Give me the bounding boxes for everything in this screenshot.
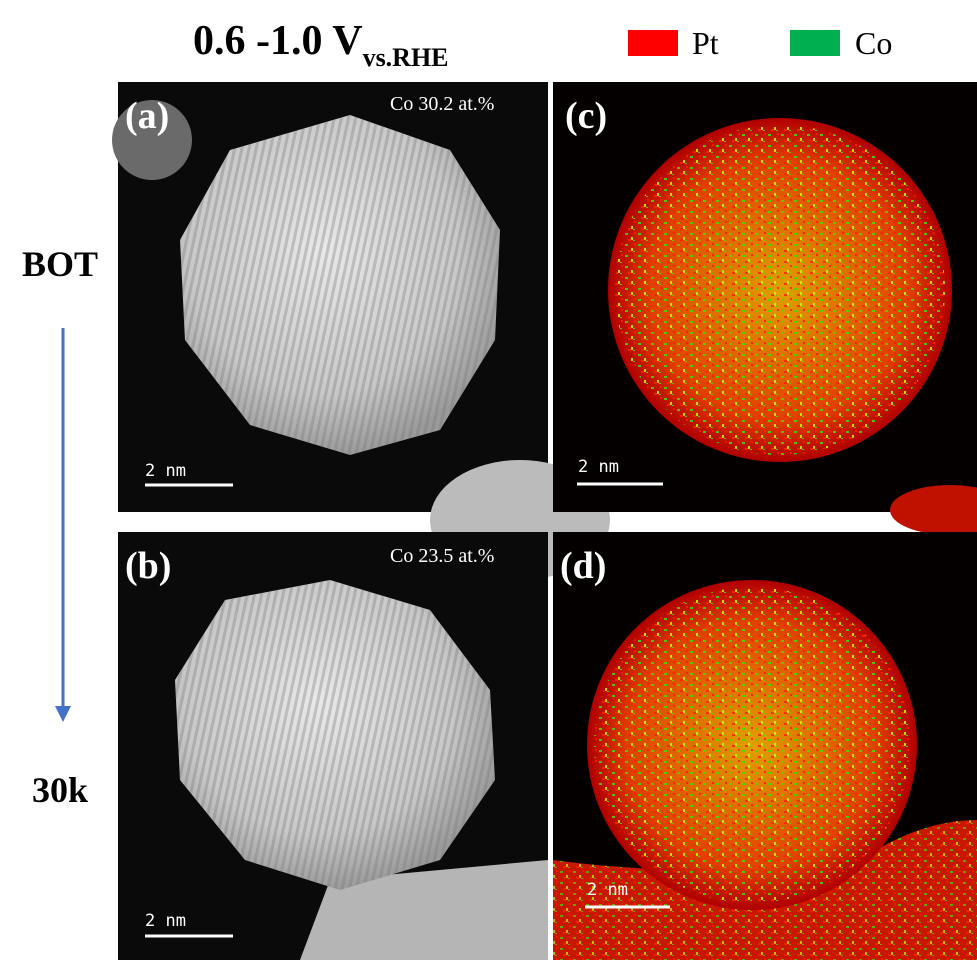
row-label: 30k	[32, 770, 88, 810]
panel: (b) Co 23.5 at.% 2 nm	[118, 532, 548, 960]
panel-label: (a)	[125, 95, 169, 137]
panel-label: (c)	[565, 95, 607, 137]
composition: Co 30.2 at.%	[390, 93, 494, 115]
scale-label: 2 nm	[145, 461, 186, 481]
title: 0.6 -1.0 Vvs.RHE	[193, 18, 449, 72]
panel: (c) 2 nm	[553, 82, 977, 535]
scale-label: 2 nm	[145, 911, 186, 931]
figure: 0.6 -1.0 Vvs.RHE Pt Co BOT 30k (a) Co 30…	[0, 0, 977, 960]
scale-label: 2 nm	[587, 880, 628, 900]
row-label: BOT	[22, 244, 98, 284]
legend-swatch	[790, 30, 840, 56]
composition: Co 23.5 at.%	[390, 545, 494, 567]
scale-label: 2 nm	[578, 457, 619, 477]
panel-label: (d)	[560, 545, 606, 587]
panel: (a) Co 30.2 at.% 2 nm	[112, 82, 610, 580]
panel: (d) 2 nm	[553, 532, 977, 960]
legend-label: Pt	[692, 25, 719, 61]
legend-label: Co	[855, 25, 892, 61]
legend-swatch	[628, 30, 678, 56]
panel-label: (b)	[125, 545, 171, 587]
arrow-head	[55, 706, 71, 722]
